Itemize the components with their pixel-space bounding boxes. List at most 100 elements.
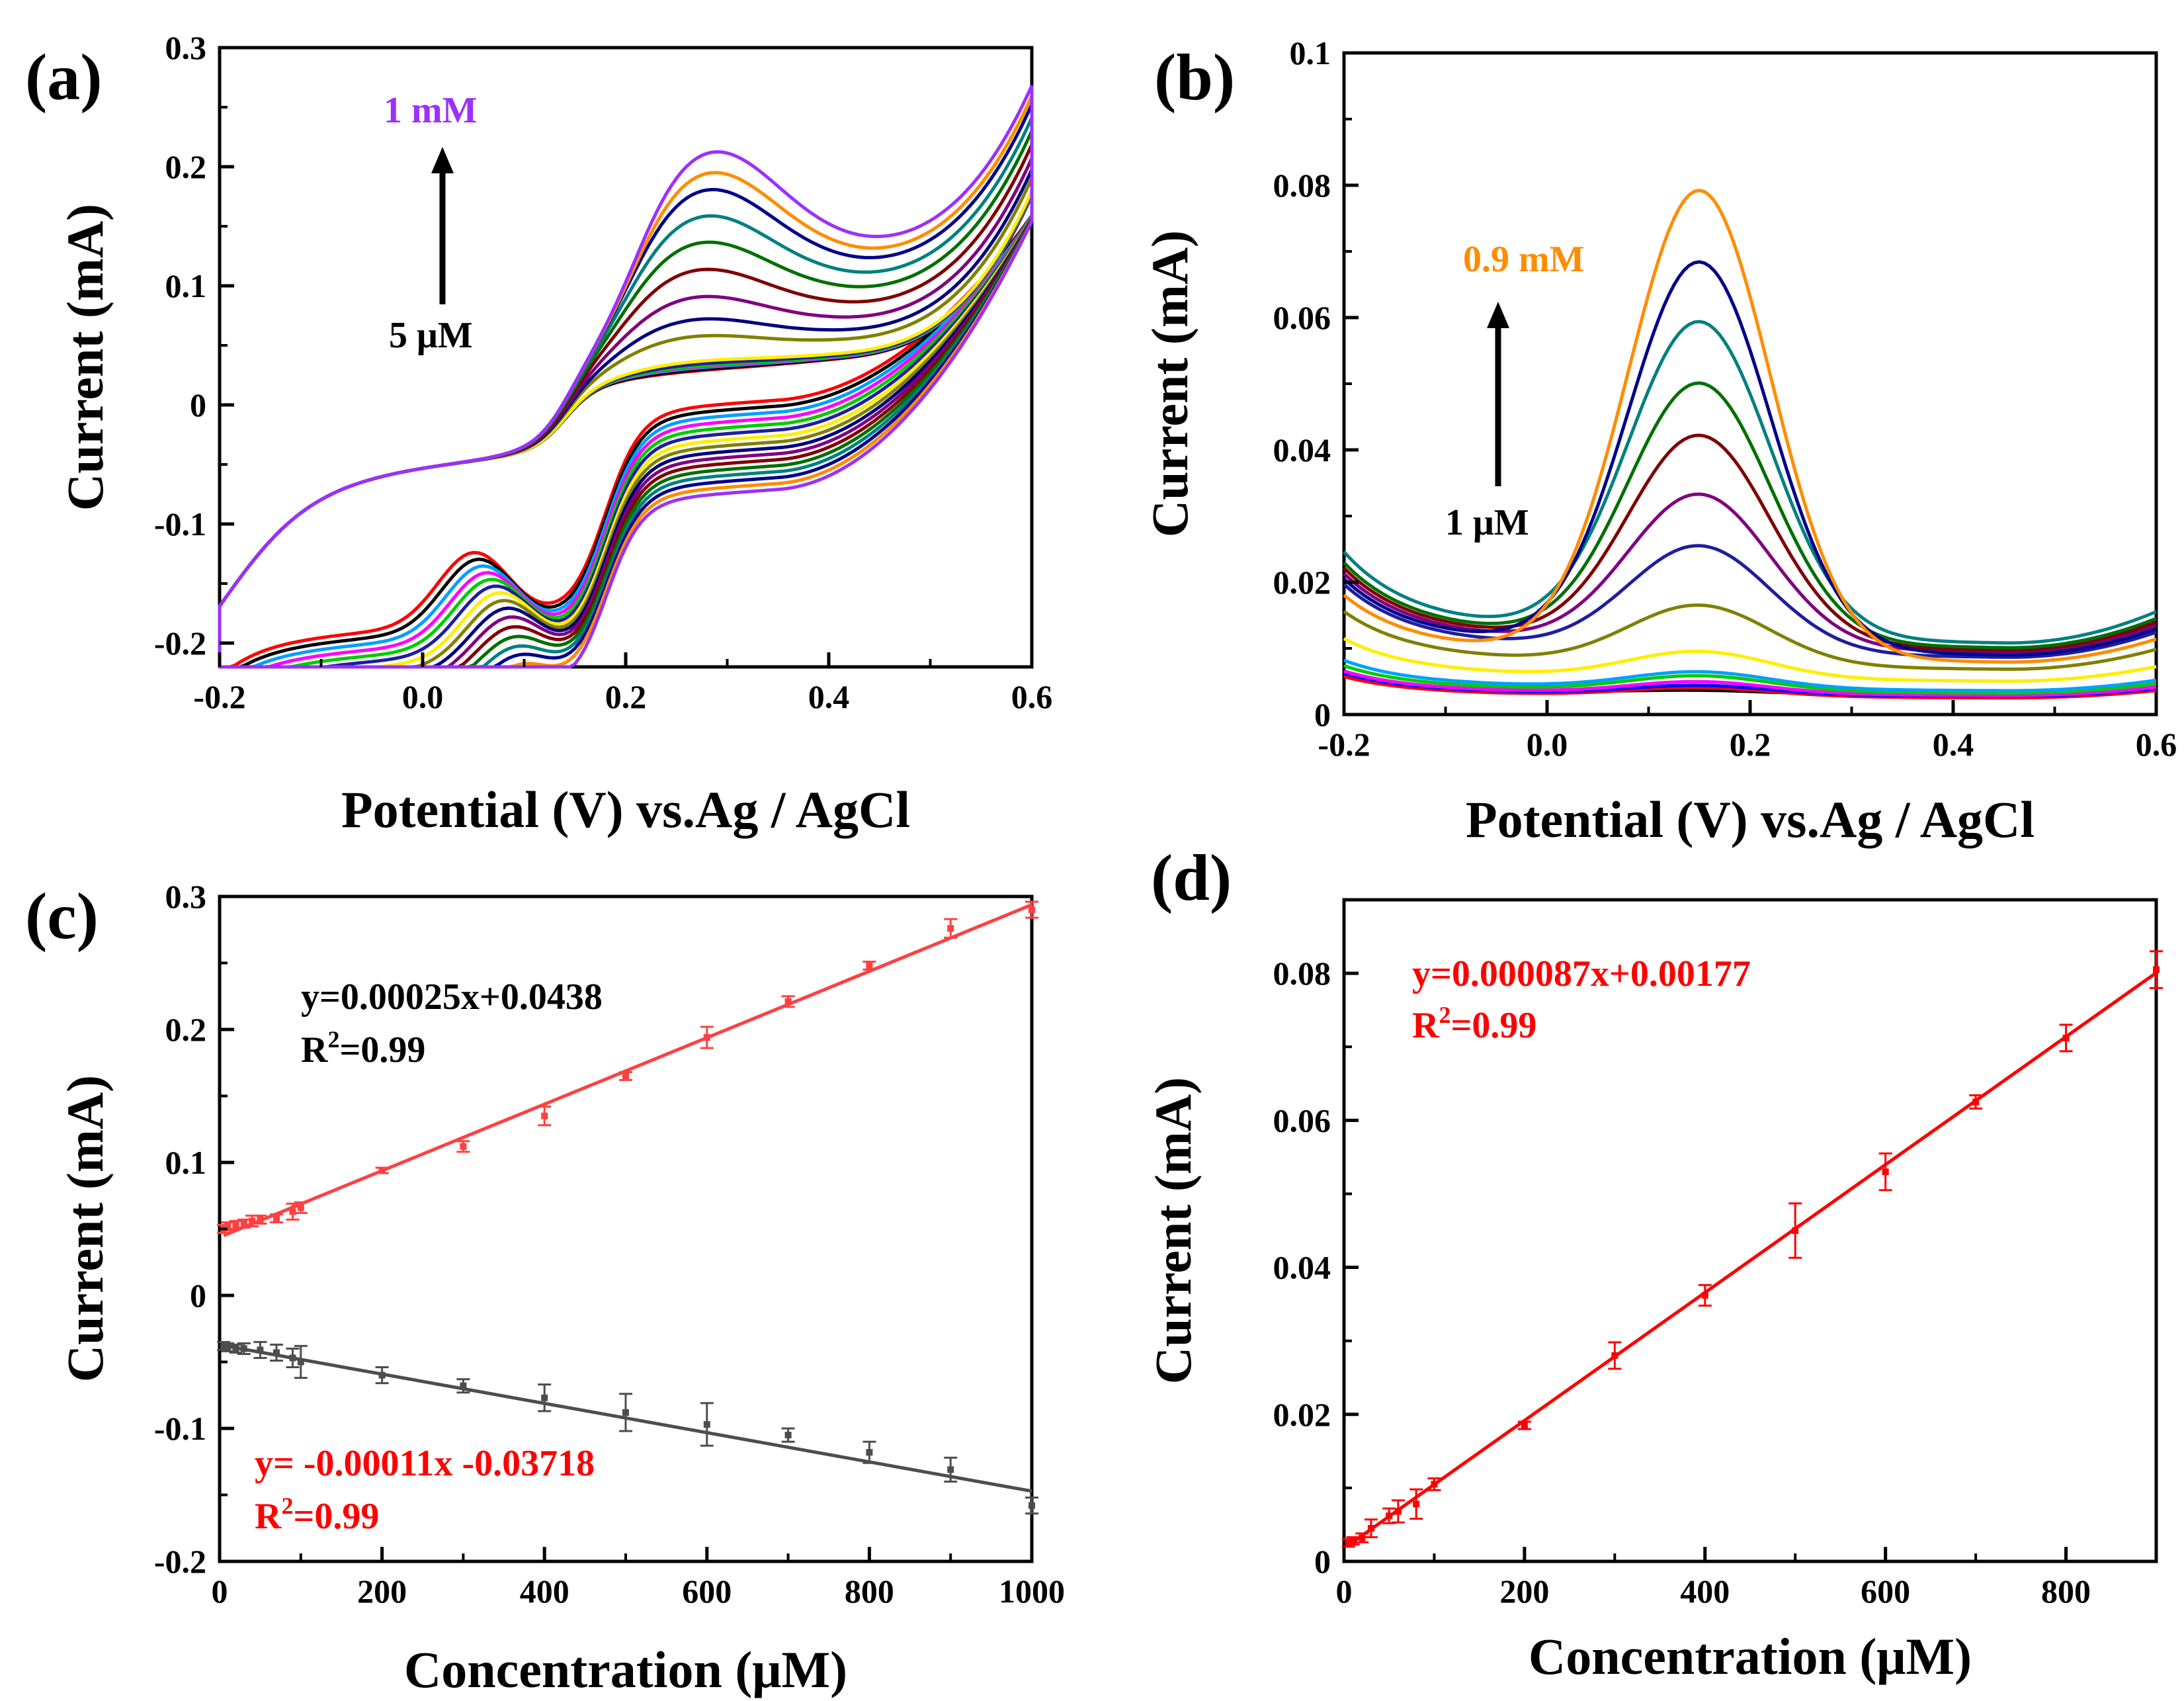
panel-a-ytick-label: -0.1: [154, 505, 206, 543]
panel-d-fit-line: [1347, 971, 2158, 1547]
panel-c: 0 200 400 600 800 1000-0.2-0.100.10.20.3 (c) …: [25, 878, 1065, 1698]
panel-c-data-point: [273, 1215, 280, 1222]
panel-a-label: (a): [25, 40, 103, 114]
panel-d-frame: [1342, 898, 2158, 1563]
panel-b-series-line: [1343, 664, 2157, 695]
panel-d-data-point: [1972, 1098, 1980, 1106]
panel-c-data-point: [249, 1217, 256, 1225]
panel-c-equation-anodic: y=0.00025x+0.0438: [301, 977, 603, 1018]
panel-a-ylabel: Current (mA): [56, 204, 114, 511]
panel-b-xlabel: Potential (V) vs.Ag / AgCl: [1466, 791, 2035, 848]
panel-a-series-line: [218, 85, 1034, 669]
panel-b-series-line: [1343, 320, 2157, 645]
panel-a-ytick-label: 0.2: [165, 148, 207, 185]
panel-c-data-point: [947, 1466, 954, 1473]
panel-d-data-point: [1882, 1168, 1889, 1176]
panel-d-data-point: [1349, 1537, 1357, 1544]
panel-c-data-point: [224, 1344, 231, 1351]
panel-d-xtick-label: 600: [1861, 1573, 1910, 1610]
panel-d-ticks: 0 200 400 600 800 0 0.02 0.04 0.06 0.08: [1273, 955, 2091, 1610]
panel-c-data-point: [866, 1449, 873, 1456]
panel-c-data-point: [784, 1432, 792, 1439]
panel-a-xtick-label: 0.0: [402, 678, 444, 715]
panel-d-r2: R2=0.99: [1412, 1002, 1536, 1046]
panel-b-series-line: [1343, 381, 2157, 650]
panel-c-data-point: [220, 1342, 228, 1350]
panel-c-data-point: [784, 998, 792, 1005]
panel-d-ytick-label: 0: [1314, 1543, 1331, 1580]
panel-c-data-point: [703, 1034, 710, 1041]
panel-a-ticks: -0.2 0.0 0.2 0.4 0.6 -0.2 -0.1 0 0.1 0.2 0.3: [154, 29, 1052, 715]
panel-d-xtick-label: 400: [1680, 1573, 1730, 1610]
panel-b-series-line: [1343, 658, 2157, 693]
panel-b-series-line: [1343, 433, 2157, 652]
panel-c-xtick-label: 200: [357, 1573, 407, 1610]
panel-d-xlabel: Concentration (μM): [1529, 1628, 1972, 1685]
panel-a-annotation-low: 5 μM: [389, 315, 473, 356]
panel-c-data-point: [378, 1167, 386, 1174]
panel-a-ytick-label: 0.3: [165, 29, 207, 66]
panel-b-annotation-low: 1 μM: [1445, 502, 1529, 543]
panel-b-ylabel: Current (mA): [1141, 230, 1198, 537]
panel-c-data-point: [866, 962, 873, 969]
panel-b-arrow-head: [1487, 302, 1509, 328]
panel-d-data-point: [1359, 1534, 1366, 1542]
panel-c-ytick-label: 0.3: [165, 878, 207, 915]
panel-c-data-point: [622, 1072, 629, 1080]
panel-c-data-point: [541, 1112, 548, 1119]
panel-b-series-line: [1343, 669, 2157, 697]
panel-b: -0.2 0.0 0.2 0.4 0.6 0 0.02 0.04 0.06 0.08 0.1 (b)…: [1141, 34, 2177, 848]
panel-b-series-line: [1343, 603, 2157, 672]
panel-d-xtick-label: 0: [1336, 1573, 1353, 1610]
panel-c-xtick-label: 400: [520, 1573, 569, 1610]
panel-c-data-point: [232, 1345, 239, 1352]
panel-d-data-point: [1367, 1525, 1374, 1532]
panel-d-data-point: [1345, 1540, 1352, 1547]
panel-c-data-point: [947, 925, 954, 932]
panel-c-data-point: [289, 1354, 296, 1362]
panel-d-label: (d): [1151, 841, 1232, 914]
panel-c-fit-line: [223, 903, 1032, 1237]
panel-a-curves: [218, 85, 1034, 669]
panel-a-xtick-label: -0.2: [193, 678, 245, 715]
panel-b-ytick-label: 0.02: [1273, 564, 1331, 601]
panel-c-data-point: [232, 1221, 239, 1229]
panel-c-data-point: [240, 1345, 247, 1352]
panel-b-xtick-label: 0.4: [1933, 726, 1974, 763]
panel-c-data-point: [257, 1346, 264, 1354]
panel-d-data-point: [1611, 1352, 1618, 1359]
panel-a-xlabel: Potential (V) vs.Ag / AgCl: [341, 781, 910, 838]
panel-b-series-line: [1343, 260, 2157, 657]
panel-b-ytick-label: 0.1: [1290, 34, 1331, 71]
panel-c-equation-cathodic: y= -0.00011x -0.03718: [255, 1443, 595, 1484]
panel-b-ytick-label: 0.08: [1273, 167, 1331, 204]
panel-a-ytick-label: 0: [190, 386, 206, 423]
panel-d-xtick-label: 800: [2041, 1573, 2091, 1610]
panel-b-xtick-label: 0.0: [1527, 726, 1568, 763]
panel-c-data-point: [257, 1216, 264, 1223]
panel-b-series-line: [1343, 636, 2157, 683]
panel-a: -0.2 0.0 0.2 0.4 0.6 -0.2 -0.1 0 0.1 0.2 0.3 (a) P…: [25, 29, 1052, 838]
panel-a-series-line: [218, 194, 1034, 669]
panel-b-curves: [1343, 189, 2157, 700]
panel-c-ticks: 0 200 400 600 800 1000 -0.2 -0.1 0 0.1 0.2 0.3: [154, 878, 1065, 1610]
panel-b-ticks: -0.2 0.0 0.2 0.4 0.6 0 0.02 0.04 0.06 0.08 0.1: [1273, 34, 2177, 763]
panel-d-data-point: [2153, 966, 2160, 973]
panel-d-data-point: [2062, 1034, 2070, 1041]
panel-c-fit-line: [223, 1344, 1032, 1493]
panel-c-r2-anodic: R2=0.99: [301, 1026, 425, 1070]
panel-c-data-point: [460, 1143, 467, 1150]
panel-c-label: (c): [25, 879, 99, 953]
panel-b-annotation-high: 0.9 mM: [1463, 239, 1585, 280]
panel-d-ytick-label: 0.04: [1273, 1249, 1331, 1286]
panel-c-data-point: [378, 1372, 386, 1379]
panel-a-series-line: [218, 195, 1034, 669]
panel-a-ytick-label: 0.1: [165, 267, 207, 304]
panel-d-plot: [1341, 950, 2163, 1548]
panel-a-xtick-label: 0.4: [808, 678, 850, 715]
panel-d-ylabel: Current (mA): [1144, 1077, 1202, 1384]
panel-c-data-point: [273, 1349, 280, 1356]
panel-d-ytick-label: 0.08: [1273, 955, 1331, 992]
panel-d: 0 200 400 600 800 0 0.02 0.04 0.06 0.08 (d) Conce…: [1144, 841, 2163, 1685]
panel-b-ytick-label: 0: [1314, 696, 1331, 733]
